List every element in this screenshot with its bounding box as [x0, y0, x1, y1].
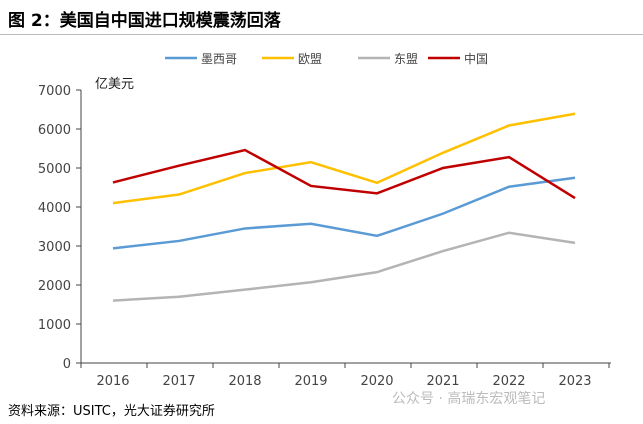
- y-tick-label: 6000: [38, 123, 71, 138]
- x-tick-label: 2021: [426, 374, 459, 389]
- x-tick-label: 2017: [162, 374, 195, 389]
- legend-label: 东盟: [394, 52, 418, 66]
- legend-label: 墨西哥: [201, 52, 237, 66]
- y-tick-label: 1000: [38, 318, 71, 333]
- x-tick-label: 2016: [96, 374, 129, 389]
- x-tick-label: 2020: [360, 374, 393, 389]
- y-tick-label: 4000: [38, 201, 71, 216]
- y-tick-label: 5000: [38, 162, 71, 177]
- y-tick-label: 0: [63, 357, 71, 372]
- y-tick-label: 7000: [38, 84, 71, 99]
- x-tick-label: 2018: [228, 374, 261, 389]
- legend-label: 欧盟: [298, 52, 322, 66]
- chart-title: 图 2：美国自中国进口规模震荡回落: [8, 11, 281, 31]
- watermark: 公众号 · 高瑞东宏观笔记: [392, 391, 546, 407]
- x-tick-label: 2023: [558, 374, 591, 389]
- series-line-墨西哥: [112, 176, 576, 250]
- y-tick-label: 2000: [38, 279, 71, 294]
- series-line-中国: [112, 148, 576, 200]
- title-divider: [0, 34, 643, 35]
- y-axis-label: 亿美元: [95, 77, 135, 92]
- x-tick-label: 2022: [492, 374, 525, 389]
- y-tick-label: 3000: [38, 240, 71, 255]
- series-line-东盟: [112, 231, 576, 302]
- legend-label: 中国: [464, 51, 488, 66]
- source-note: 资料来源：USITC，光大证券研究所: [8, 404, 215, 419]
- x-tick-label: 2019: [294, 374, 327, 389]
- series-line-欧盟: [112, 112, 576, 205]
